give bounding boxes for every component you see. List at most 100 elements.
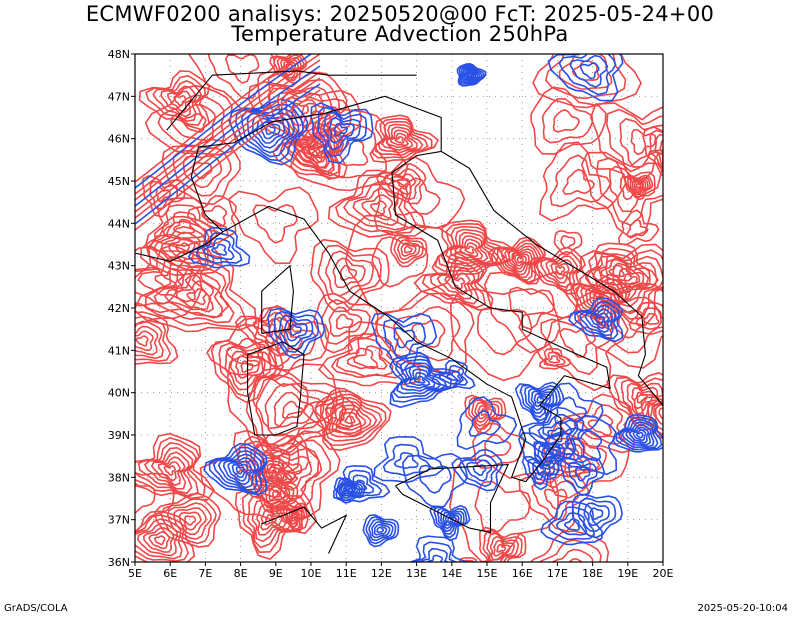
contour-line [550, 548, 594, 562]
contour-line [426, 554, 443, 562]
contour-line [318, 320, 421, 387]
contour-line [609, 165, 656, 213]
contour-line [135, 59, 321, 201]
contour-line [338, 481, 351, 494]
contour-line [464, 245, 475, 255]
contour-line [179, 511, 202, 531]
lat-tick-label: 44N [108, 217, 130, 230]
contour-line [322, 111, 362, 151]
graticule [135, 54, 663, 562]
contour-line [647, 399, 663, 431]
lon-tick-label: 12E [371, 567, 392, 580]
contour-line [540, 255, 579, 289]
contour-line [317, 244, 382, 306]
contour-line [135, 311, 179, 365]
contour-line [150, 456, 186, 487]
contour-line [164, 272, 224, 319]
contour-line [186, 288, 207, 306]
generated-timestamp: 2025-05-20-10:04 [697, 603, 788, 614]
contour-line [376, 162, 427, 205]
contour-line [352, 187, 399, 227]
coastline [395, 464, 509, 534]
lat-tick-label: 45N [108, 175, 130, 188]
contour-line [135, 233, 230, 318]
contour-line [310, 102, 374, 165]
contour-line [478, 526, 527, 562]
contour-line [579, 243, 663, 327]
lon-tick-label: 10E [301, 567, 322, 580]
lon-tick-label: 8E [234, 567, 248, 580]
contour-line [625, 423, 652, 446]
contour-line [461, 563, 477, 574]
contour-line [290, 512, 298, 520]
contour-line [445, 370, 462, 382]
map-subtitle: Temperature Advection 250hPa [231, 22, 569, 46]
contour-line [412, 541, 458, 562]
contour-line [166, 502, 212, 540]
contour-line [537, 443, 562, 466]
lat-tick-label: 43N [108, 260, 130, 273]
coastline [247, 341, 305, 436]
contour-line [408, 371, 431, 387]
contour-line [289, 108, 409, 192]
contour-line [554, 396, 588, 425]
contour-line [328, 116, 355, 144]
contour-line [516, 256, 524, 264]
contour-line [162, 211, 207, 241]
contour-line [421, 256, 487, 309]
contour-line [351, 479, 368, 491]
contour-line [206, 323, 278, 379]
contour-line [344, 474, 374, 495]
contour-line [596, 255, 663, 315]
contour-line [400, 242, 417, 257]
contour-line [246, 495, 299, 549]
contour-line [310, 238, 390, 313]
contour-line [235, 466, 245, 475]
contour-line [574, 300, 620, 340]
contour-line [160, 231, 201, 265]
contour-line [368, 518, 394, 542]
contour-line [578, 304, 617, 337]
contour-line [393, 236, 424, 264]
contour-line [251, 499, 294, 543]
contour-line [589, 507, 604, 521]
contour-line [584, 308, 614, 334]
contour-line [537, 420, 573, 450]
contour-line [152, 80, 203, 123]
contour-line [135, 54, 313, 189]
longitude-axis: 5E 6E 7E 8E 9E 10E 11E 12E 13E 14E 15E 16E 17E 18E 19E… [128, 562, 674, 580]
contour-line [273, 391, 315, 428]
contour-line [500, 245, 539, 279]
contour-line [317, 106, 368, 158]
contour-line [560, 235, 576, 249]
contour-line [234, 488, 309, 561]
contour-line [583, 502, 610, 527]
contour-line [319, 393, 387, 447]
contour-line [532, 440, 562, 468]
contour-line [592, 292, 609, 309]
contour-line [370, 312, 438, 372]
contour-line [584, 287, 617, 317]
contour-line [558, 54, 617, 96]
contour-line [575, 466, 591, 482]
contour-line [163, 465, 176, 476]
contour-line [484, 433, 512, 458]
contour-line [153, 204, 219, 247]
contour-line [307, 146, 321, 159]
contour-line [555, 265, 566, 276]
contour-line [465, 71, 475, 79]
contour-line [137, 522, 179, 557]
contour-line [203, 237, 235, 260]
contour-line [383, 168, 422, 201]
contour-line [460, 67, 481, 83]
contour-line [344, 214, 457, 314]
contour-line [365, 516, 397, 545]
lat-tick-label: 39N [108, 429, 130, 442]
contour-line [385, 129, 414, 149]
lon-tick-label: 5E [128, 567, 142, 580]
contour-line [217, 453, 260, 489]
contour-line [309, 122, 388, 179]
contour-line [458, 453, 499, 488]
lon-tick-label: 6E [163, 567, 177, 580]
lat-tick-label: 37N [108, 514, 130, 527]
